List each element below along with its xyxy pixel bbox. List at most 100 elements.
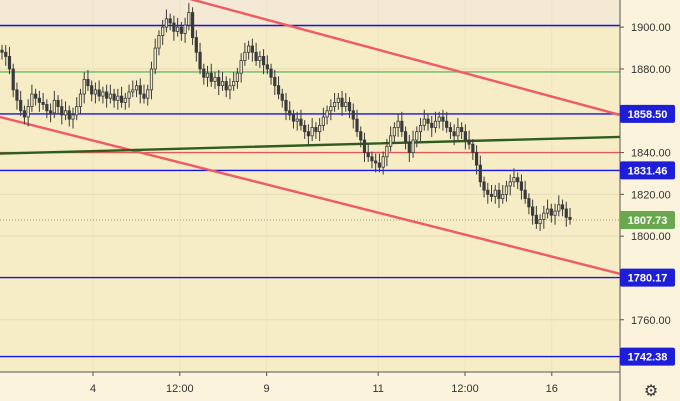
candle (37, 90, 41, 112)
candle (549, 203, 553, 223)
candle-body (389, 135, 393, 147)
time-axis[interactable] (0, 372, 620, 401)
horizontal-levels (0, 24, 620, 358)
candle-body (220, 81, 225, 87)
candle-body (325, 110, 329, 118)
trendlines (0, 0, 622, 275)
candle (86, 70, 90, 91)
candle (45, 99, 49, 119)
candle (321, 107, 325, 131)
candle-body (366, 152, 370, 158)
candle (161, 19, 165, 45)
candle (336, 93, 340, 110)
candle (56, 95, 60, 114)
candle-body (332, 102, 337, 107)
candle-body (258, 56, 262, 62)
candle (142, 84, 146, 104)
level-price-tag[interactable]: 1831.46 (620, 161, 675, 180)
candle-body (161, 26, 165, 36)
candle (217, 70, 221, 96)
candle (396, 113, 400, 137)
candle (153, 38, 157, 75)
candle (269, 63, 273, 85)
candle-body (456, 127, 460, 137)
candle (67, 105, 71, 127)
candle (508, 174, 512, 196)
candle-body (86, 79, 90, 87)
candle-body (340, 97, 344, 107)
level-price-tag[interactable]: 1742.38 (620, 347, 675, 366)
candle-body (418, 124, 423, 133)
candle-body (471, 143, 475, 153)
candle-body (445, 120, 449, 128)
candle-body (105, 91, 109, 99)
candle (426, 113, 430, 131)
candle (0, 44, 4, 60)
candle (131, 80, 135, 98)
candle-body (430, 122, 434, 128)
candle-body (519, 181, 524, 191)
candle-body (15, 89, 19, 101)
candle-body (493, 189, 497, 197)
candle-body (489, 193, 494, 197)
candle (564, 201, 568, 227)
candle-body (299, 118, 303, 126)
candle-body (198, 51, 202, 70)
candle-body (247, 45, 251, 53)
candle-body (78, 93, 83, 107)
x-tick-label: 12:00 (451, 383, 479, 395)
candle-body (288, 110, 292, 116)
candle (205, 65, 210, 87)
candle-body (63, 110, 68, 116)
candle (224, 76, 228, 98)
trendline[interactable] (155, 0, 622, 117)
candle-body (97, 89, 101, 97)
candle-body (557, 204, 561, 212)
candle (445, 111, 449, 133)
candle (418, 118, 423, 142)
candle (456, 118, 460, 142)
candle-body (392, 127, 396, 137)
candle (385, 138, 389, 167)
candle (433, 111, 438, 133)
candle (11, 63, 15, 98)
candle-body (224, 81, 228, 91)
candle-body (441, 116, 445, 122)
candle-body (45, 104, 49, 112)
candle-body (250, 45, 254, 53)
candle (127, 84, 131, 108)
candle-body (108, 93, 112, 99)
candle-body (52, 99, 56, 114)
candle (164, 9, 169, 33)
candle-body (56, 99, 60, 107)
candle (340, 90, 344, 116)
candle-body (209, 72, 213, 82)
level-price-tag[interactable]: 1780.17 (620, 268, 675, 287)
candle-body (60, 106, 64, 116)
candle (239, 53, 243, 83)
trendline[interactable] (0, 135, 622, 155)
candle (112, 88, 116, 108)
candle (538, 214, 542, 231)
candle (235, 67, 240, 89)
candle-body (362, 139, 367, 153)
candle-body (265, 64, 269, 70)
candle-body (542, 212, 546, 220)
level-price-tag[interactable]: 1858.50 (620, 104, 675, 123)
candle-body (344, 102, 348, 107)
candle (123, 93, 127, 110)
candle-body (564, 208, 568, 218)
candle-body (112, 93, 116, 101)
candle-body (508, 181, 512, 187)
gear-icon[interactable]: ⚙ (643, 383, 659, 400)
candle (97, 80, 101, 102)
candle-body (276, 85, 281, 95)
price-axis[interactable] (620, 0, 680, 401)
candle (280, 88, 284, 108)
candle (276, 76, 281, 100)
candle-body (377, 162, 382, 168)
current-price-tag[interactable]: 1807.73 (620, 211, 675, 230)
trendline[interactable] (0, 115, 622, 275)
candle (119, 86, 124, 108)
